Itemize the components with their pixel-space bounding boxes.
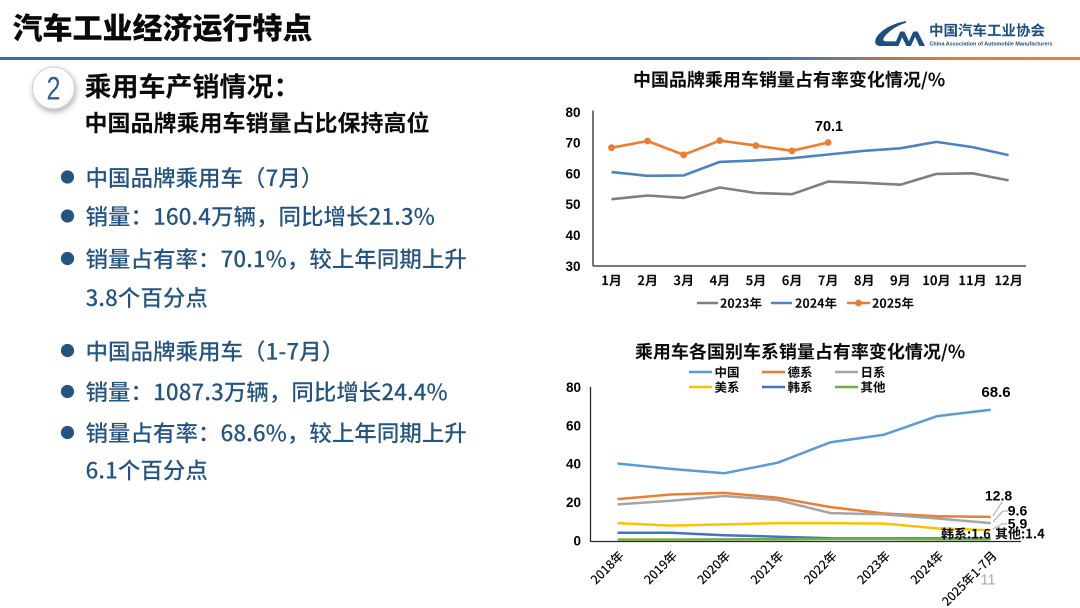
svg-text:30: 30 bbox=[565, 259, 580, 274]
svg-text:50: 50 bbox=[565, 197, 580, 212]
svg-text:12.8: 12.8 bbox=[985, 488, 1012, 504]
svg-text:11: 11 bbox=[981, 573, 996, 589]
svg-text:40: 40 bbox=[565, 228, 580, 243]
svg-text:70: 70 bbox=[565, 136, 580, 151]
svg-text:60: 60 bbox=[565, 166, 580, 181]
svg-text:80: 80 bbox=[566, 380, 581, 395]
svg-text:40: 40 bbox=[566, 457, 581, 472]
svg-text:5.9: 5.9 bbox=[1008, 516, 1028, 532]
svg-text:70.1: 70.1 bbox=[815, 119, 843, 135]
svg-text:20: 20 bbox=[566, 495, 581, 510]
svg-text:9.6: 9.6 bbox=[1008, 503, 1028, 519]
svg-text:2: 2 bbox=[47, 71, 61, 107]
svg-text:0: 0 bbox=[573, 534, 581, 549]
svg-text:68.6: 68.6 bbox=[981, 384, 1010, 401]
svg-text:China Association of Automobil: China Association of Automobile Manufact… bbox=[930, 42, 1053, 48]
svg-text:80: 80 bbox=[565, 105, 580, 120]
svg-text:60: 60 bbox=[566, 418, 581, 433]
